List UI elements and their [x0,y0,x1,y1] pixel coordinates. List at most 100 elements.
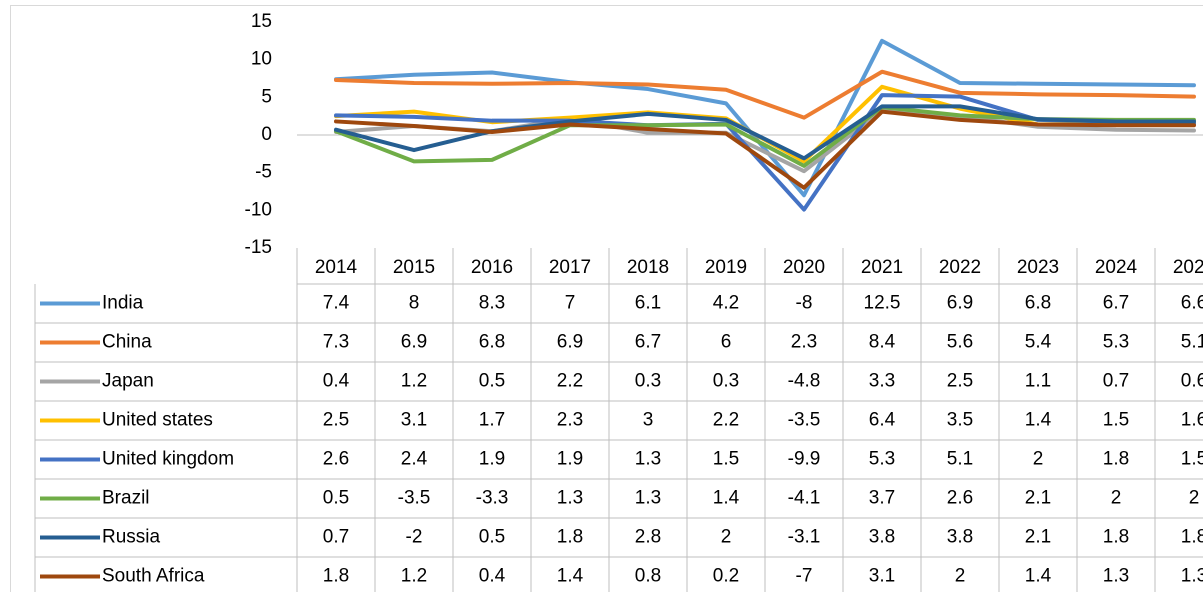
table-value: 6.9 [557,332,583,353]
table-value: 1.4 [557,566,584,587]
table-value: 1.3 [635,449,661,470]
table-value: 1.8 [1181,527,1203,548]
table-value: -9.9 [788,449,821,470]
table-value: 1.5 [1181,449,1203,470]
table-value: -7 [796,566,813,587]
y-tick-label: -10 [245,199,272,220]
y-tick-label: 5 [261,86,272,107]
table-value: 0.3 [635,371,661,392]
table-value: 3.1 [401,410,427,431]
table-value: 7 [565,293,576,314]
table-value: 3.1 [869,566,895,587]
legend-label: Japan [102,371,154,392]
table-value: -8 [796,293,813,314]
table-value: 2 [1189,488,1200,509]
table-value: 2 [721,527,732,548]
table-value: 5.1 [1181,332,1203,353]
table-value: 6.8 [1025,293,1051,314]
table-value: 1.8 [1103,527,1129,548]
table-value: 1.4 [1025,410,1052,431]
x-tick-label: 2016 [471,257,513,278]
table-value: 7.4 [323,293,350,314]
table-value: 2 [955,566,966,587]
x-tick-label: 2023 [1017,257,1059,278]
series-line [334,109,1196,190]
table-value: 3.8 [947,527,973,548]
table-value: 1.3 [1103,566,1129,587]
y-tick-label: 10 [251,49,272,70]
table-value: 0.4 [323,371,350,392]
x-tick-label: 2018 [627,257,669,278]
table-value: 7.3 [323,332,349,353]
table-value: 2.2 [713,410,739,431]
table-value: 1.3 [1181,566,1203,587]
table-value: 5.4 [1025,332,1052,353]
legend-label: United kingdom [102,449,234,470]
x-tick-label: 2015 [393,257,435,278]
table-value: 2.1 [1025,527,1051,548]
table-value: 1.5 [713,449,739,470]
legend-label: Russia [102,527,161,548]
table-value: 3.3 [869,371,895,392]
table-value: -3.5 [398,488,431,509]
table-value: 2.2 [557,371,583,392]
table-value: 0.4 [479,566,506,587]
table-value: 2.3 [557,410,583,431]
table-value: 0.8 [635,566,661,587]
table-value: 1.2 [401,371,427,392]
y-tick-label: -5 [255,162,272,183]
table-value: 2 [1111,488,1122,509]
table-value: 2.1 [1025,488,1051,509]
x-tick-label: 2017 [549,257,591,278]
x-tick-label: 2019 [705,257,747,278]
table-value: 5.1 [947,449,973,470]
table-value: 6 [721,332,732,353]
table-value: 1.8 [557,527,583,548]
table-value: 1.2 [401,566,427,587]
table-value: 8.4 [869,332,896,353]
table-value: -3.3 [476,488,509,509]
table-value: 1.3 [557,488,583,509]
table-value: 2.6 [323,449,349,470]
table-value: 8 [409,293,420,314]
legend-label: China [102,332,152,353]
x-tick-label: 2022 [939,257,981,278]
y-tick-label: 0 [261,124,272,145]
x-tick-label: 2020 [783,257,825,278]
table-value: 0.3 [713,371,739,392]
chart-frame [10,5,1203,592]
table-value: 6.4 [869,410,896,431]
table-value: 6.7 [1103,293,1129,314]
table-value: 3.7 [869,488,895,509]
legend-label: India [102,293,144,314]
series-line [334,38,1196,198]
table-value: 8.3 [479,293,505,314]
table-value: 0.5 [479,527,505,548]
table-value: 3 [643,410,654,431]
table-value: 1.9 [479,449,505,470]
table-value: 6.9 [401,332,427,353]
table-value: 1.6 [1181,410,1203,431]
table-value: 2.5 [323,410,349,431]
table-value: 0.7 [1103,371,1129,392]
table-value: 1.9 [557,449,583,470]
series-line [334,69,1196,120]
table-value: 2.5 [947,371,973,392]
table-value: 0.7 [323,527,349,548]
table-value: -4.8 [788,371,821,392]
y-tick-label: -15 [245,237,272,258]
table-value: 2 [1033,449,1044,470]
x-tick-label: 2024 [1095,257,1138,278]
table-value: 1.8 [323,566,349,587]
table-value: 2.8 [635,527,661,548]
series-line [334,104,1196,161]
table-value: 3.8 [869,527,895,548]
table-value: 5.3 [869,449,895,470]
table-value: 6.1 [635,293,661,314]
x-tick-label: 2021 [861,257,903,278]
table-value: 5.6 [947,332,973,353]
table-value: 0.2 [713,566,739,587]
table-value: 0.6 [1181,371,1203,392]
table-value: 6.7 [635,332,661,353]
